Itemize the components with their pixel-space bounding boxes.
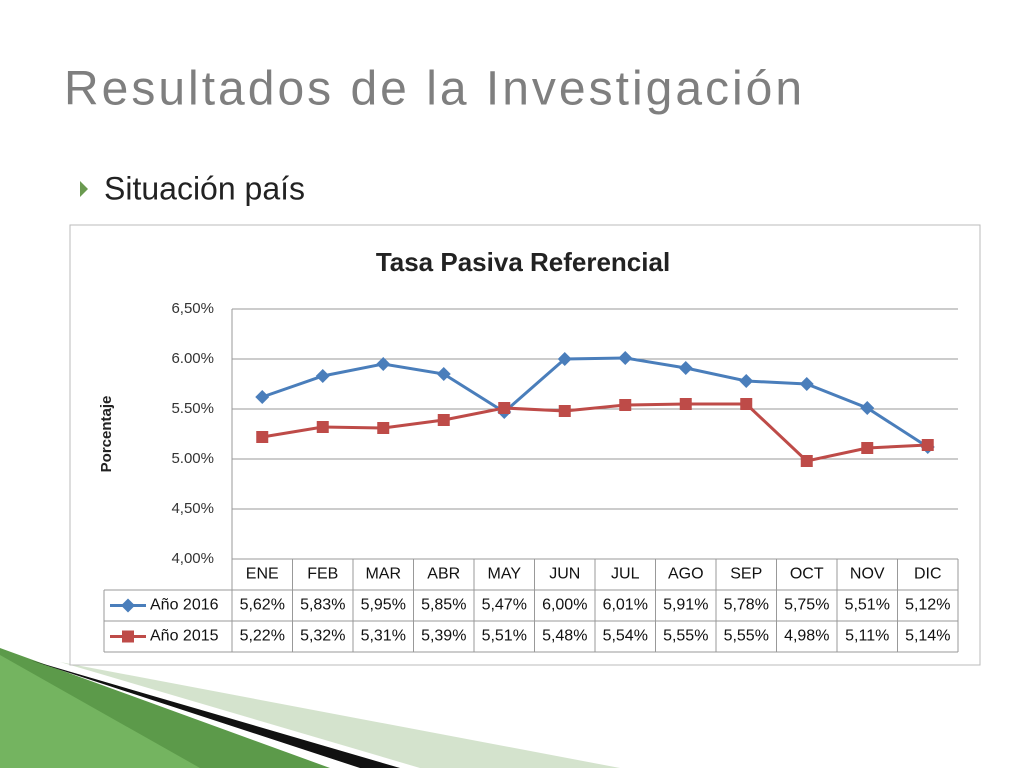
data-label: 5,22% bbox=[240, 628, 285, 645]
bullet-text: Situación país bbox=[104, 170, 305, 206]
marker bbox=[619, 399, 632, 411]
y-tick-label: 5.00% bbox=[171, 450, 214, 467]
data-label: 6,01% bbox=[603, 597, 648, 614]
legend-label: Año 2016 bbox=[150, 597, 219, 614]
marker bbox=[799, 377, 814, 391]
data-label: 5,95% bbox=[361, 597, 406, 614]
decor bbox=[30, 660, 400, 768]
x-tick-label: FEB bbox=[307, 566, 338, 583]
marker bbox=[739, 374, 754, 388]
slide-title: Resultados de la Investigación bbox=[64, 63, 805, 116]
y-tick-label: 6.00% bbox=[171, 350, 214, 367]
x-tick-label: DIC bbox=[914, 566, 942, 583]
marker bbox=[679, 398, 692, 410]
marker bbox=[498, 402, 511, 414]
chart-frame bbox=[69, 224, 981, 666]
data-label: 5,12% bbox=[905, 597, 950, 614]
marker bbox=[557, 352, 572, 366]
data-label: 5,14% bbox=[905, 628, 950, 645]
marker bbox=[377, 422, 390, 434]
x-tick-label: JUN bbox=[549, 566, 580, 583]
marker bbox=[256, 431, 269, 443]
marker bbox=[921, 439, 934, 451]
marker bbox=[861, 442, 874, 454]
x-tick-label: JUL bbox=[611, 566, 640, 583]
x-tick-label: MAY bbox=[488, 566, 522, 583]
marker bbox=[316, 421, 329, 433]
chart-title: Tasa Pasiva Referencial bbox=[376, 247, 670, 277]
marker bbox=[740, 398, 753, 410]
bullet-icon bbox=[80, 181, 88, 197]
y-tick-label: 4,50% bbox=[171, 500, 214, 517]
y-tick-label: 6,50% bbox=[171, 300, 214, 317]
data-label: 5,31% bbox=[361, 628, 406, 645]
data-label: 5,39% bbox=[421, 628, 466, 645]
marker bbox=[436, 367, 451, 381]
data-label: 5,91% bbox=[663, 597, 708, 614]
data-label: 5,55% bbox=[724, 628, 769, 645]
x-tick-label: OCT bbox=[790, 566, 824, 583]
marker bbox=[618, 351, 633, 365]
marker bbox=[437, 414, 450, 426]
x-tick-label: SEP bbox=[730, 566, 762, 583]
line bbox=[261, 356, 929, 449]
x-tick-label: MAR bbox=[365, 566, 401, 583]
legend-label: Año 2015 bbox=[150, 628, 219, 645]
data-label: 5,54% bbox=[603, 628, 648, 645]
data-label: 6,00% bbox=[542, 597, 587, 614]
x-tick-label: ENE bbox=[246, 566, 279, 583]
x-tick-label: ABR bbox=[427, 566, 460, 583]
data-label: 5,51% bbox=[482, 628, 527, 645]
data-label: 5,51% bbox=[845, 597, 890, 614]
y-tick-label: 4,00% bbox=[171, 550, 214, 567]
data-label: 5,32% bbox=[300, 628, 345, 645]
marker bbox=[860, 401, 875, 415]
legend-marker bbox=[121, 598, 135, 613]
marker bbox=[376, 357, 391, 371]
data-label: 5,85% bbox=[421, 597, 466, 614]
data-label: 5,75% bbox=[784, 597, 829, 614]
marker bbox=[800, 455, 813, 467]
marker bbox=[678, 361, 693, 375]
legend-marker bbox=[122, 630, 134, 643]
marker bbox=[315, 369, 330, 383]
data-label: 5,47% bbox=[482, 597, 527, 614]
decor bbox=[0, 655, 200, 768]
x-tick-label: AGO bbox=[668, 566, 704, 583]
y-axis-label: Porcentaje bbox=[98, 396, 115, 473]
data-label: 5,83% bbox=[300, 597, 345, 614]
data-label: 5,55% bbox=[663, 628, 708, 645]
decor bbox=[60, 662, 620, 768]
marker bbox=[255, 390, 270, 404]
data-label: 4,98% bbox=[784, 628, 829, 645]
data-label: 5,48% bbox=[542, 628, 587, 645]
marker bbox=[558, 405, 571, 417]
x-tick-label: NOV bbox=[850, 566, 885, 583]
data-label: 5,78% bbox=[724, 597, 769, 614]
line bbox=[262, 402, 928, 463]
y-tick-label: 5.50% bbox=[171, 400, 214, 417]
data-label: 5,62% bbox=[240, 597, 285, 614]
data-label: 5,11% bbox=[845, 628, 889, 645]
